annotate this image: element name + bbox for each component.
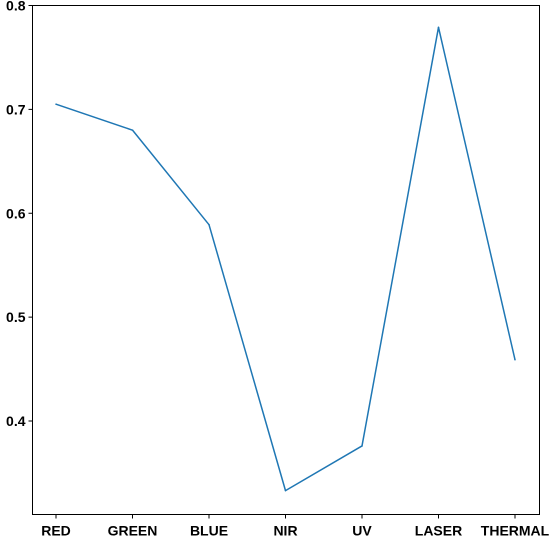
y-tick-label: 0.6 xyxy=(6,205,26,221)
x-axis-ticks: RED GREEN BLUE NIR UV LASER THERMAL xyxy=(41,514,550,539)
x-tick-label-thermal: THERMAL xyxy=(481,523,550,539)
x-tick-label-red: RED xyxy=(41,523,71,539)
x-tick-label-green: GREEN xyxy=(108,523,158,539)
x-tick-label-laser: LASER xyxy=(415,523,462,539)
plot-frame xyxy=(32,5,540,515)
data-point-uv xyxy=(361,445,363,447)
data-point-thermal xyxy=(514,358,516,361)
data-point-red xyxy=(55,103,57,105)
data-point-nir xyxy=(284,489,287,492)
series-line-0 xyxy=(55,26,516,492)
x-tick-label-nir: NIR xyxy=(273,523,297,539)
y-tick-label: 0.5 xyxy=(6,309,26,325)
data-point-blue xyxy=(208,223,210,226)
data-point-green xyxy=(131,129,134,131)
series-group xyxy=(55,26,516,492)
x-tick-label-uv: UV xyxy=(352,523,372,539)
y-tick-label: 0.4 xyxy=(6,413,26,429)
y-tick-label: 0.7 xyxy=(6,101,26,117)
y-tick-label: 0.8 xyxy=(6,0,26,14)
y-axis-ticks: 0.4 0.5 0.6 0.7 0.8 xyxy=(6,0,33,429)
x-tick-label-blue: BLUE xyxy=(190,523,228,539)
data-point-laser xyxy=(437,26,440,29)
